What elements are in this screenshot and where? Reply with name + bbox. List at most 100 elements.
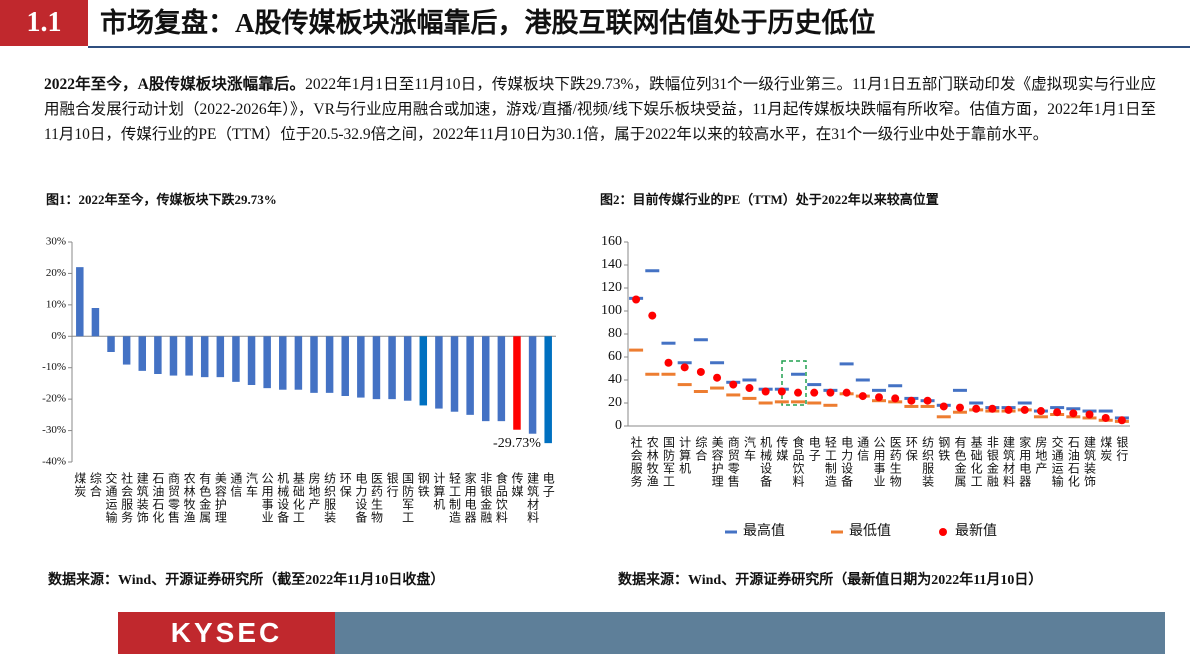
x-tick-label: 商贸零售	[726, 435, 740, 488]
x-tick-label: 国防军工	[401, 472, 415, 524]
latest-dot	[664, 358, 673, 367]
x-tick-label: 纺织服装	[323, 472, 337, 524]
y-tick-label: 0	[615, 418, 622, 433]
bar	[403, 336, 412, 401]
bar	[294, 336, 303, 390]
summary-paragraph: 2022年至今，A股传媒板块涨幅靠后。2022年1月1日至11月10日，传媒板块…	[44, 72, 1156, 147]
bar	[325, 336, 334, 393]
source-note: 数据来源：Wind、开源证券研究所（截至2022年11月10日收盘）	[48, 573, 445, 588]
x-tick-label: 农林牧渔	[182, 472, 196, 524]
highlight-box	[781, 360, 807, 406]
y-tick-label: 100	[601, 303, 622, 318]
legend-label: 最低值	[849, 523, 891, 539]
x-tick-label: 建筑材料	[1002, 436, 1016, 488]
latest-dot	[1069, 409, 1078, 418]
x-tick-label: 石油石化	[1066, 436, 1080, 488]
latest-dot	[826, 388, 835, 397]
source-note: 数据来源：Wind、开源证券研究所（最新值日期为2022年11月10日）	[618, 573, 1043, 588]
latest-dot	[875, 393, 883, 402]
bar	[247, 336, 256, 385]
bar	[481, 336, 490, 422]
bar	[200, 336, 209, 378]
x-tick-label: 环保	[338, 472, 352, 498]
y-tick-label: 60	[608, 349, 622, 364]
y-tick-label: 120	[601, 280, 622, 295]
bar	[169, 336, 178, 376]
x-tick-label: 食品饮料	[494, 471, 508, 524]
x-tick-label: 钢铁	[416, 472, 430, 498]
x-tick-label: 公用事业	[260, 472, 274, 524]
x-tick-label: 食品饮料	[791, 435, 805, 488]
slide-title: 市场复盘：A股传媒板块涨幅靠后，港股互联网估值处于历史低位	[100, 8, 876, 38]
bar	[91, 308, 100, 337]
bar	[372, 336, 381, 400]
latest-dot	[696, 367, 705, 376]
x-tick-label: 综合	[88, 472, 102, 498]
bar	[185, 336, 193, 376]
latest-dot	[1004, 405, 1013, 414]
x-tick-label: 商贸零售	[166, 471, 180, 524]
x-tick-label: 家用电器	[463, 471, 477, 524]
latest-dot	[955, 403, 964, 412]
x-tick-label: 电子	[541, 472, 555, 498]
x-tick-label: 公用事业	[872, 436, 886, 488]
x-tick-label: 机械设备	[276, 472, 290, 524]
x-tick-label: 美容护理	[213, 472, 227, 524]
bar	[154, 336, 162, 374]
x-tick-label: 计算机	[432, 472, 446, 511]
y-tick-label: 0%	[51, 330, 66, 342]
bar	[357, 336, 365, 398]
legend-label: 最高值	[743, 522, 785, 539]
latest-dot	[729, 380, 738, 389]
bar	[513, 336, 521, 430]
y-tick-label: -40%	[42, 456, 66, 468]
x-tick-label: 非银金融	[479, 472, 493, 524]
y-tick-label: 80	[608, 326, 622, 341]
latest-dot	[891, 394, 900, 403]
chart-title: 图1：2022年至今，传媒板块下跌29.73%	[46, 192, 277, 207]
bar	[466, 336, 474, 415]
header-rule	[88, 46, 1190, 48]
x-tick-label: 计算机	[678, 436, 692, 475]
bar	[138, 336, 147, 371]
y-tick-label: 10%	[46, 298, 66, 310]
x-tick-label: 建筑装饰	[1083, 436, 1097, 488]
bar	[341, 336, 349, 396]
bar	[388, 336, 396, 400]
x-tick-label: 社会服务	[629, 435, 643, 488]
latest-dot	[988, 404, 997, 413]
lead: 2022年至今，A股传媒板块涨幅靠后。	[44, 76, 306, 93]
x-tick-label: 交通运输	[104, 471, 118, 524]
x-tick-label: 传媒	[510, 471, 524, 498]
bar	[528, 336, 537, 434]
bar	[544, 336, 552, 444]
x-tick-label: 建筑材料	[526, 472, 540, 524]
x-tick-label: 石油石化	[151, 472, 165, 524]
y-tick-label: 140	[601, 257, 622, 272]
x-tick-label: 基础化工	[291, 472, 305, 524]
bar	[497, 336, 506, 422]
x-tick-label: 电子	[807, 436, 821, 462]
x-tick-label: 纺织服装	[921, 436, 935, 488]
y-tick-label: 30%	[46, 236, 66, 248]
x-tick-label: 银行	[385, 472, 399, 498]
y-tick-label: 20%	[46, 267, 66, 279]
latest-dot	[939, 402, 948, 411]
latest-dot	[858, 392, 867, 401]
y-tick-label: 20	[608, 395, 622, 410]
x-tick-label: 轻工制造	[823, 436, 837, 488]
x-tick-label: 钢铁	[937, 436, 951, 462]
x-tick-label: 房地产	[307, 471, 321, 511]
latest-dot	[1085, 410, 1094, 419]
latest-dot	[907, 396, 916, 405]
x-tick-label: 电力设备	[354, 472, 368, 524]
latest-dot	[972, 404, 981, 413]
x-tick-label: 交通运输	[1050, 435, 1064, 488]
latest-dot	[632, 295, 641, 304]
latest-dot	[680, 363, 689, 372]
x-tick-label: 社会服务	[120, 471, 134, 524]
bar	[450, 336, 459, 412]
x-tick-label: 环保	[904, 436, 918, 462]
